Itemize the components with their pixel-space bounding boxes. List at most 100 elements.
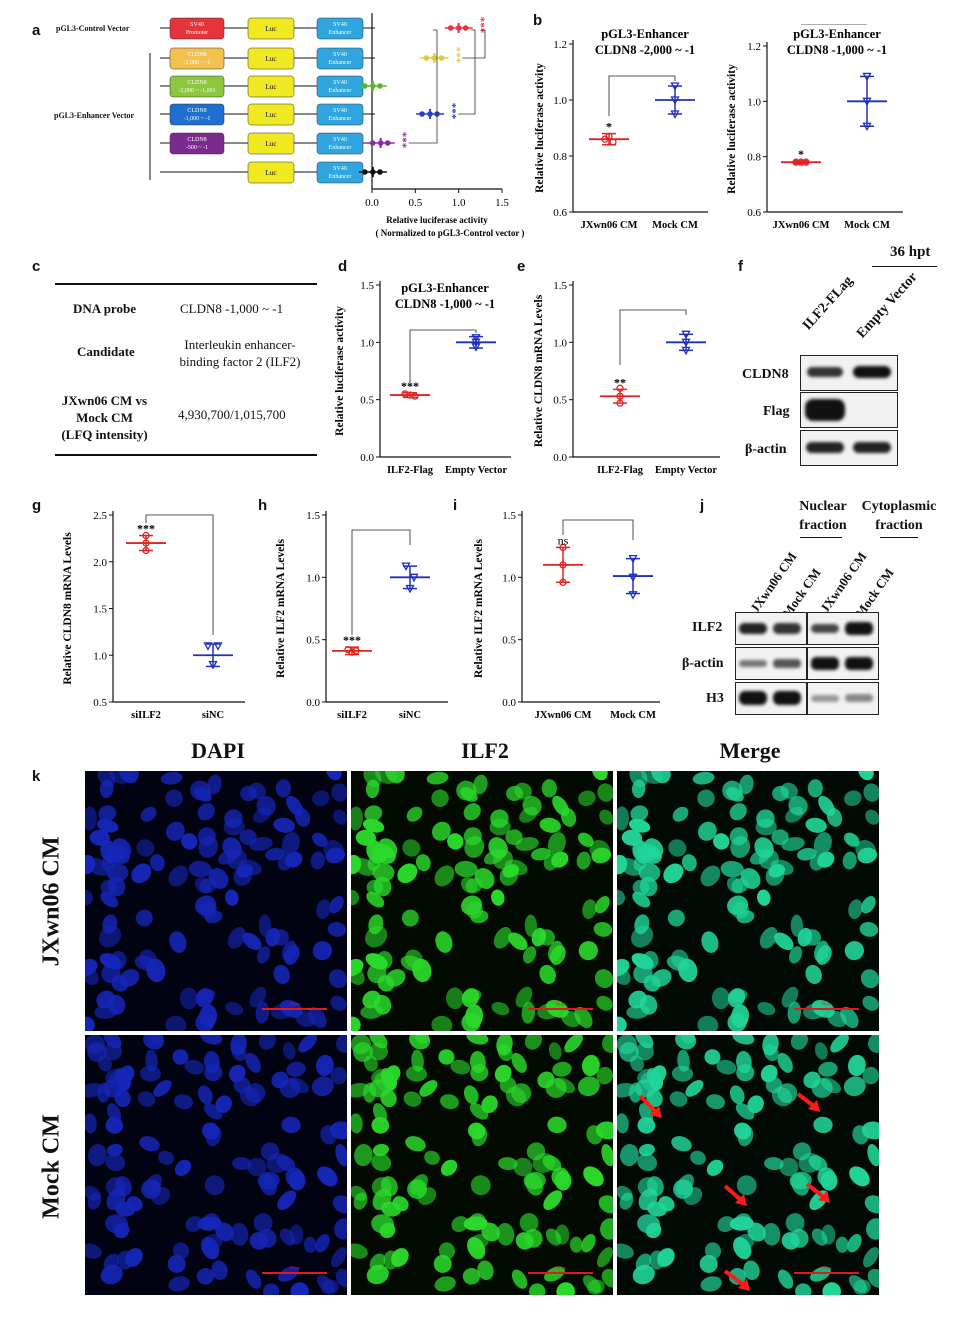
nucleus (867, 1268, 879, 1288)
nucleus (621, 829, 642, 846)
nucleus (547, 832, 566, 855)
x-tick-label: 1.5 (495, 197, 509, 209)
nucleus (617, 806, 629, 831)
nucleus (456, 780, 477, 801)
comparison-bracket (608, 75, 676, 116)
nucleus (676, 1174, 694, 1195)
nucleus (545, 1228, 562, 1246)
nucleus (329, 896, 344, 914)
enhancer-label: SV40 (333, 80, 347, 86)
significance-label: * (606, 120, 612, 134)
nucleus (598, 1195, 613, 1214)
construct-diagram: SV40 Promoter Luc SV40 Enhancer CLDN8 -2,000 ~… (149, 17, 375, 184)
nuclei-layer (85, 771, 347, 1031)
nucleus (286, 1061, 306, 1077)
nucleus (805, 817, 827, 833)
nucleus (470, 1064, 489, 1082)
y-tick-label: 1.5 (360, 280, 374, 292)
nucleus (731, 901, 750, 919)
nucleus (756, 809, 775, 828)
nucleus (328, 969, 347, 989)
x-tick-label: JXwn06 CM (535, 710, 592, 721)
red-arrow (723, 1269, 747, 1288)
nucleus (847, 1234, 862, 1253)
nucleus (853, 1279, 871, 1295)
nucleus (242, 932, 262, 950)
nucleus (109, 771, 132, 784)
y-tick-label: 1.5 (553, 280, 567, 292)
nucleus (505, 829, 523, 845)
panel-letter-k: k (32, 768, 41, 785)
nucleus (85, 965, 99, 985)
enhancer-label: SV40 (333, 22, 347, 28)
nucleus (199, 1004, 218, 1028)
microscopy-grid: 50 μm 50 μm 50 μm 50 μm 50 μm 50 μm (85, 771, 879, 1295)
chart-g: 0.5 1.0 1.5 2.0 2.5 Relative CLDN8 mRNA Level… (62, 510, 245, 721)
nucleus (777, 1052, 793, 1073)
nucleus (596, 995, 613, 1011)
chart-b2: 0.6 0.8 1.0 1.2 Relative luciferase activity… (726, 24, 903, 231)
nucleus (827, 1010, 847, 1028)
nucleus (405, 1136, 426, 1152)
nucleus (282, 1042, 296, 1060)
nucleus (620, 1143, 639, 1167)
nucleus (85, 1016, 95, 1031)
chart-e: 0.0 0.5 1.0 1.5 Relative CLDN8 mRNA Levels IL… (533, 280, 720, 476)
nucleus (586, 1125, 603, 1145)
significance-label: *** (343, 633, 361, 647)
nucleus (619, 1192, 634, 1210)
promoter-box (169, 75, 225, 98)
nucleus (434, 865, 455, 887)
nucleus (365, 953, 388, 970)
nucleus (119, 1065, 135, 1083)
red-arrow-head (818, 1191, 830, 1203)
nucleus (617, 965, 631, 985)
nucleus (196, 1268, 215, 1285)
nucleus (335, 1144, 347, 1167)
nucleus (139, 949, 157, 969)
nucleus (315, 1054, 334, 1077)
nucleus (552, 1061, 572, 1077)
nucleus (597, 783, 613, 802)
panel-letter-j: j (700, 497, 705, 514)
nucleus (477, 1260, 494, 1281)
significance-label: ns (558, 533, 569, 547)
nucleus (864, 1195, 879, 1214)
nucleus (564, 1035, 583, 1053)
nucleus (701, 931, 719, 953)
nucleus (525, 1173, 544, 1196)
nucleus (85, 1113, 97, 1134)
nucleus (372, 1188, 392, 1211)
nucleus (692, 771, 715, 785)
nucleus (635, 1042, 654, 1061)
nucleus (258, 1035, 276, 1050)
nucleus (165, 789, 183, 807)
nucleus (499, 1076, 517, 1094)
nucleus (103, 1042, 122, 1061)
nucleus (792, 1142, 812, 1161)
nucleus (200, 1035, 223, 1045)
enhancer-label: SV40 (333, 108, 347, 114)
nucleus (333, 809, 347, 825)
panel-letter-g: g (32, 497, 42, 514)
data-point (471, 343, 481, 352)
nucleus (835, 1236, 849, 1253)
significance-label: *** (446, 103, 458, 120)
enhancer-label: Enhancer (329, 88, 352, 94)
chart-i: 0.0 0.5 1.0 1.5 Relative ILF2 mRNA Levels JXw… (473, 510, 660, 721)
nucleus (617, 889, 626, 906)
comparison-bracket (458, 29, 476, 115)
nucleus (224, 809, 243, 828)
nucleus (158, 1150, 174, 1165)
nucleus (351, 1016, 361, 1031)
nucleus (866, 1218, 879, 1240)
data-point (142, 546, 150, 555)
nucleus (526, 1142, 546, 1161)
panel-letter-c: c (32, 258, 41, 275)
nucleus (367, 963, 387, 984)
nucleus (466, 1035, 489, 1045)
nucleus (286, 795, 303, 816)
enhancer-label: Enhancer (329, 145, 352, 151)
chart-d: 0.0 0.5 1.0 1.5 Relative luciferase activity… (334, 280, 511, 476)
nucleus (569, 1236, 583, 1253)
